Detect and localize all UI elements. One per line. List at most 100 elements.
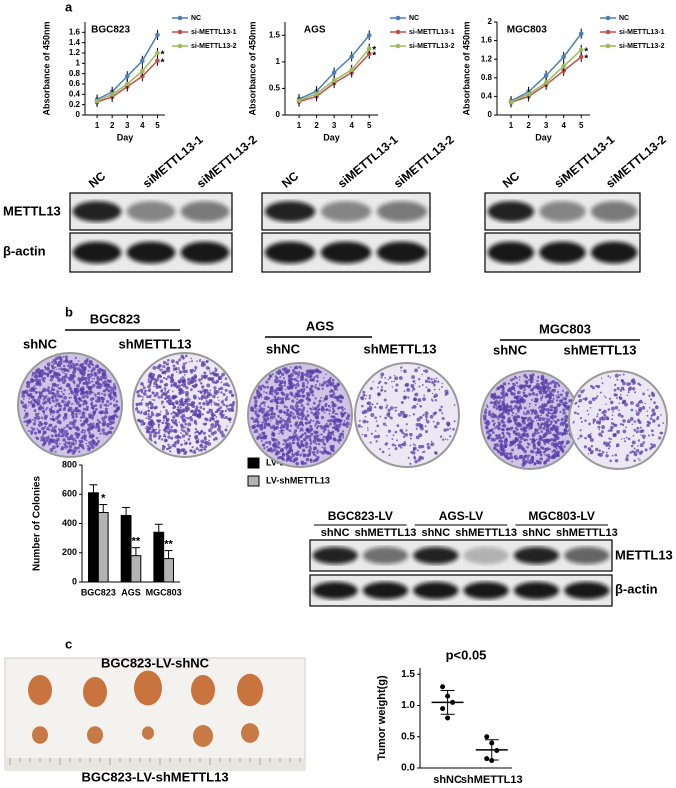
colony <box>343 412 345 415</box>
colony <box>36 427 39 430</box>
colony <box>63 379 67 383</box>
colony <box>280 384 284 389</box>
colony <box>204 388 207 391</box>
colony <box>289 436 293 440</box>
colony <box>67 400 71 404</box>
colony <box>567 406 570 409</box>
colony <box>558 399 563 403</box>
colony <box>202 401 206 406</box>
colony <box>165 362 170 366</box>
colony <box>411 406 414 409</box>
colony <box>147 378 150 381</box>
colony <box>50 434 54 438</box>
colony <box>155 391 159 395</box>
colony <box>564 425 569 429</box>
colony <box>385 406 388 409</box>
colony <box>639 426 642 429</box>
legend-label: LV-shMETTL13 <box>266 475 330 485</box>
dot <box>450 699 456 705</box>
colony <box>54 404 58 408</box>
colony <box>207 367 211 370</box>
colony <box>97 419 100 422</box>
colony <box>82 370 86 375</box>
colony <box>600 377 603 380</box>
colony <box>113 383 116 386</box>
colony <box>391 380 393 383</box>
colony <box>635 430 639 434</box>
colony <box>222 403 226 406</box>
y-tick-label: 0.4 <box>69 89 81 98</box>
colony <box>80 389 85 393</box>
colony <box>54 396 57 399</box>
colony <box>566 430 569 433</box>
colony <box>530 426 533 430</box>
colony <box>535 454 538 456</box>
colony <box>486 430 490 435</box>
colony <box>339 422 342 426</box>
colony <box>39 394 41 397</box>
colony <box>433 378 436 380</box>
colony <box>542 407 546 411</box>
colony <box>425 418 428 420</box>
colony <box>67 408 71 412</box>
colony <box>216 390 220 394</box>
colony <box>208 377 212 381</box>
colony <box>341 409 345 412</box>
colony <box>405 423 408 426</box>
colony <box>305 441 308 444</box>
colony <box>73 446 78 451</box>
colony <box>102 423 106 427</box>
colony <box>531 438 535 442</box>
colony <box>328 390 332 394</box>
colony <box>285 408 290 412</box>
colony <box>485 422 490 427</box>
colony <box>55 402 59 406</box>
colony <box>304 435 309 440</box>
colony <box>107 383 110 386</box>
colony <box>529 454 531 457</box>
colony <box>295 379 298 382</box>
colony <box>329 406 332 409</box>
colony <box>163 383 167 387</box>
colony <box>504 392 509 396</box>
colony <box>184 369 188 374</box>
colony <box>396 439 398 442</box>
cell-label: BGC823 <box>90 311 141 326</box>
colony <box>87 376 91 380</box>
colony <box>76 394 79 397</box>
colony <box>603 395 606 397</box>
colony <box>178 367 180 369</box>
colony <box>106 384 110 389</box>
colony <box>531 458 534 462</box>
colony <box>317 442 321 446</box>
colony <box>35 391 38 394</box>
colony <box>626 454 629 457</box>
colony <box>281 448 284 450</box>
colony <box>278 420 282 424</box>
colony <box>80 373 83 376</box>
colony <box>277 423 280 426</box>
colony <box>78 439 82 443</box>
colony <box>181 398 183 400</box>
colony <box>39 421 42 424</box>
x-axis-label: Day <box>117 132 134 142</box>
colony <box>623 399 627 403</box>
colony <box>486 404 488 407</box>
colony <box>644 448 648 452</box>
marker <box>296 98 302 103</box>
colony <box>288 420 292 424</box>
colony <box>292 460 295 463</box>
colony <box>199 444 202 447</box>
colony <box>93 377 96 380</box>
colony <box>305 396 310 401</box>
colony <box>23 420 26 423</box>
colony <box>160 403 163 405</box>
colony <box>529 461 532 465</box>
tumor <box>237 673 263 707</box>
colony <box>345 416 350 421</box>
y-tick-label: 0 <box>488 110 493 119</box>
colony <box>565 396 568 399</box>
colony <box>205 359 209 363</box>
colony <box>362 419 367 424</box>
tumor <box>142 726 154 740</box>
